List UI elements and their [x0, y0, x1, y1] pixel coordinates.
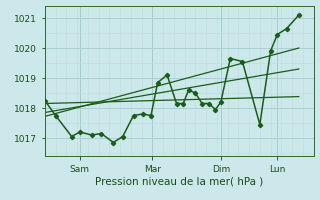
X-axis label: Pression niveau de la mer( hPa ): Pression niveau de la mer( hPa ) — [95, 177, 263, 187]
